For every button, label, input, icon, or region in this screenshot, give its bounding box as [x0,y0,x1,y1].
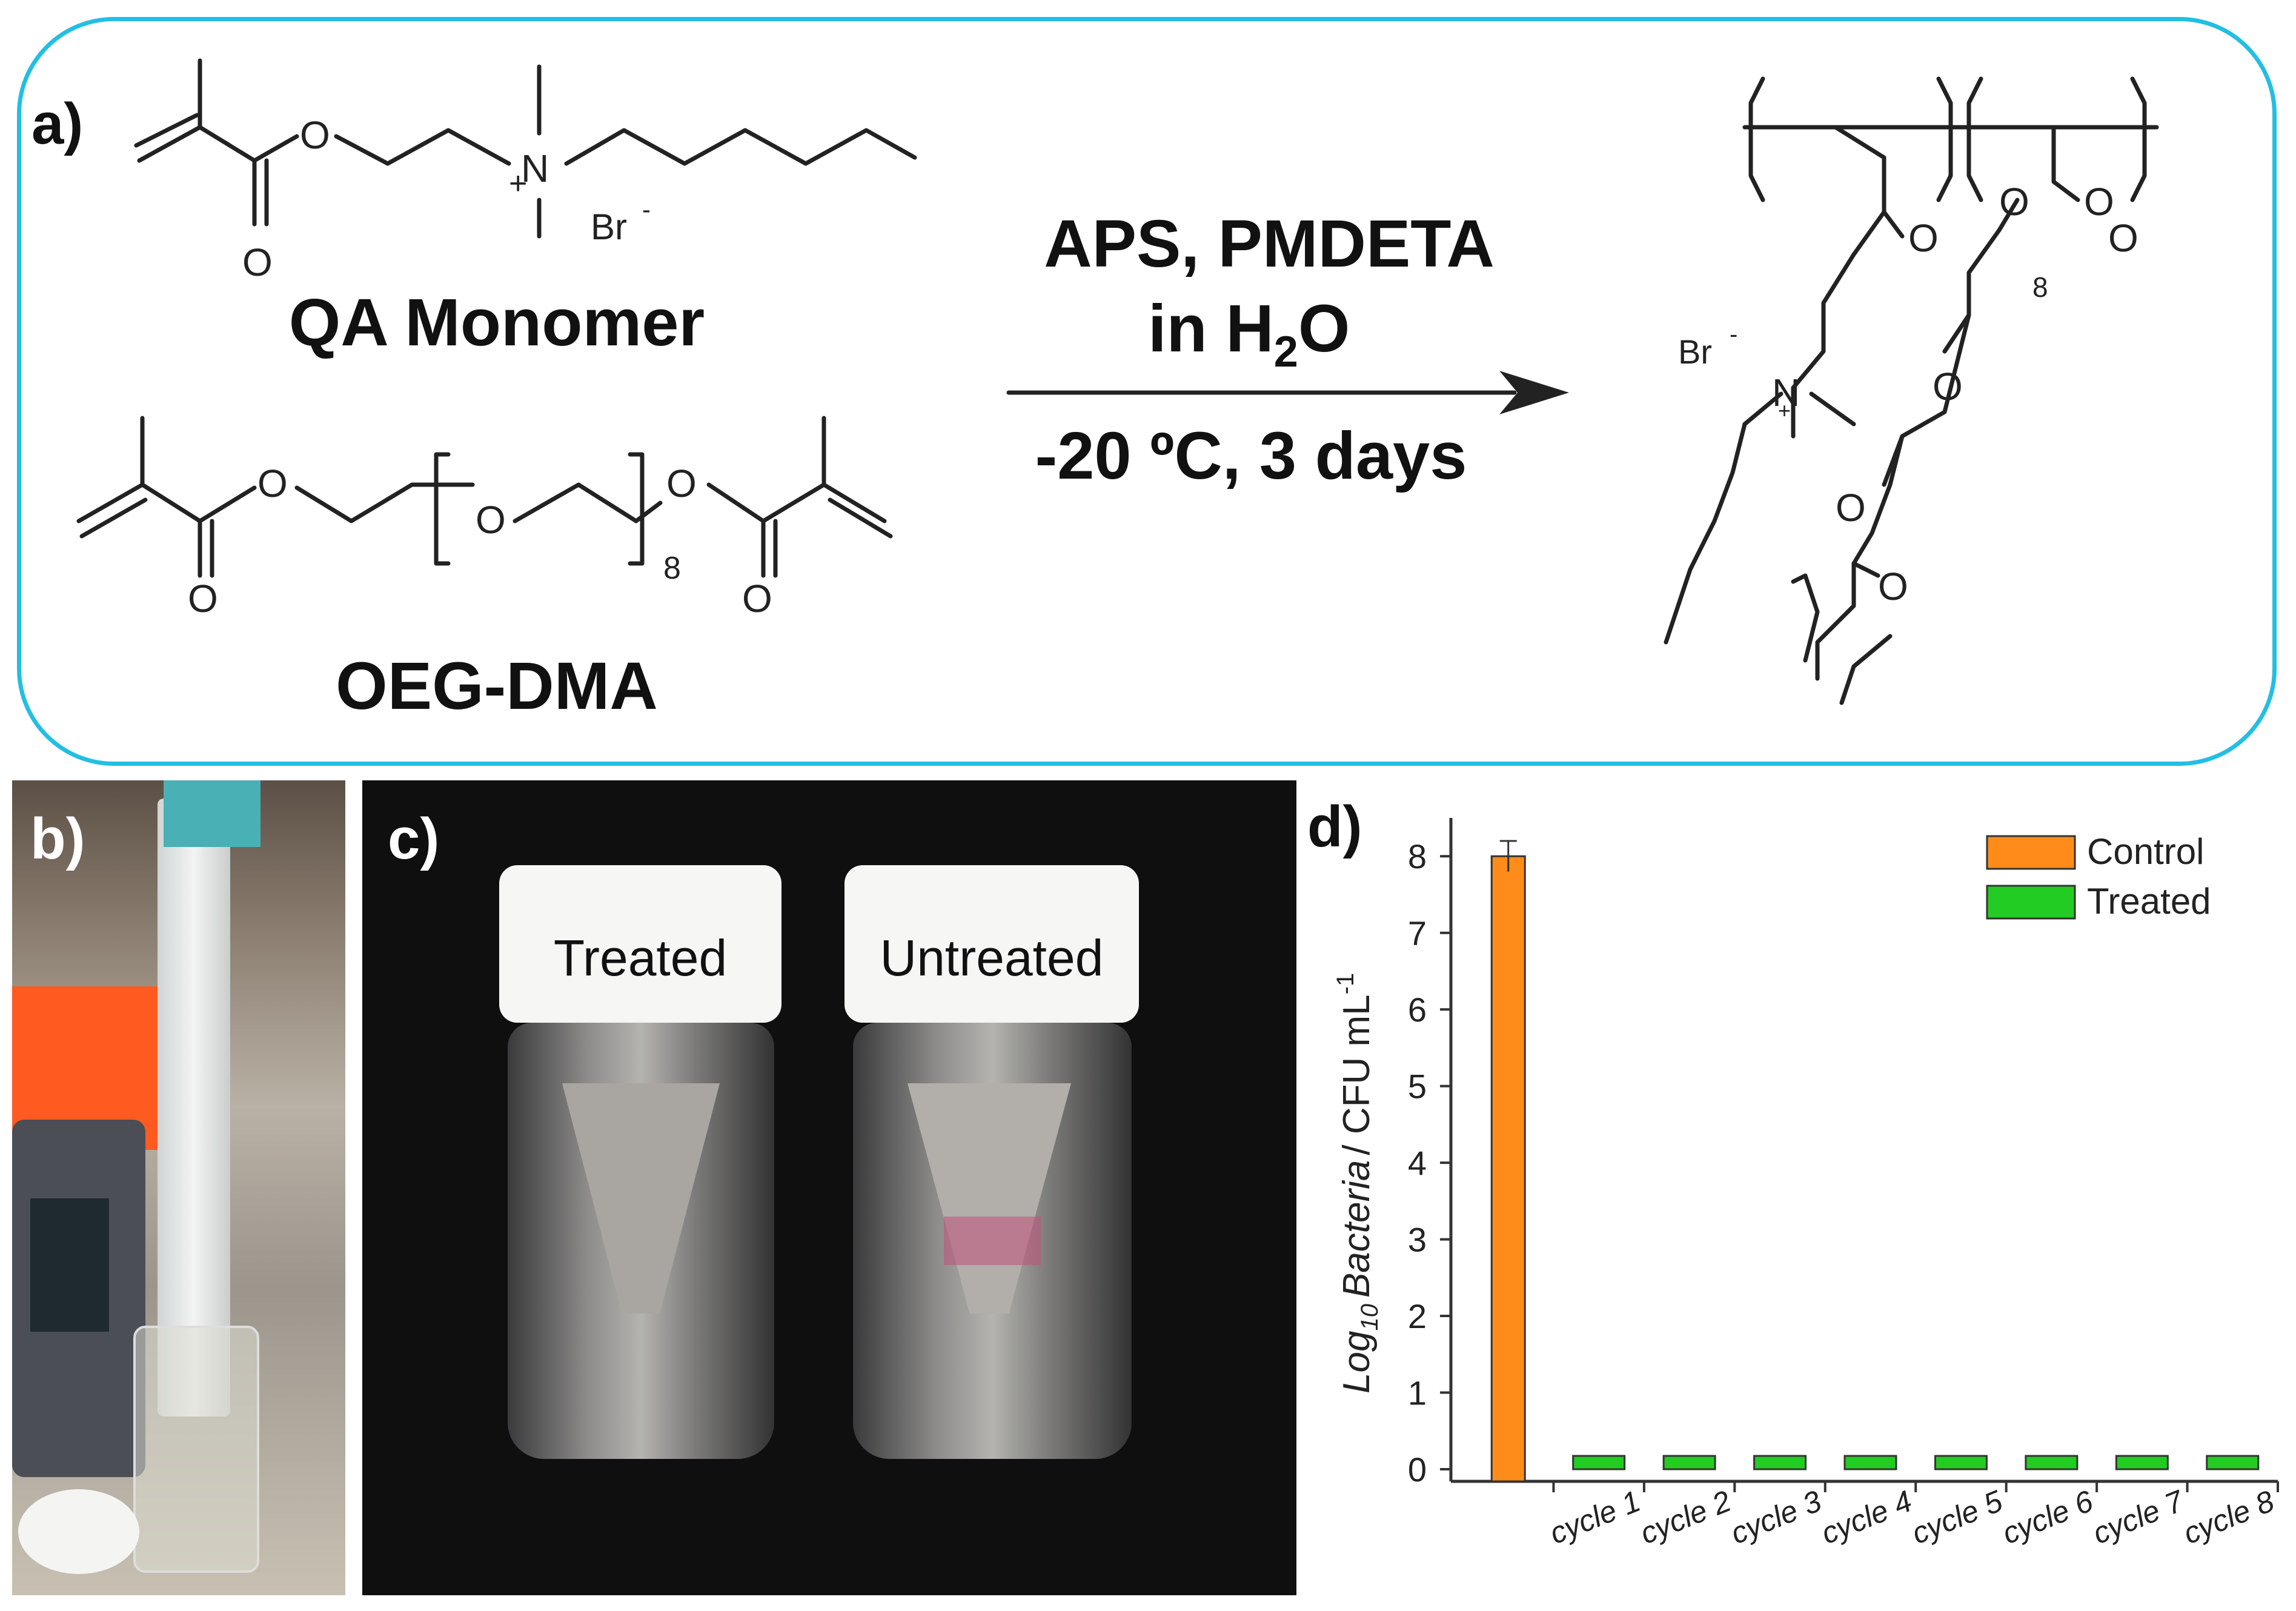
atom-o: O [1836,486,1866,530]
vial-label-treated: Treated [553,929,728,986]
reaction-solvent: in H2O [1148,291,1350,376]
y-tick-label: 1 [1408,1374,1427,1412]
panel-b-label: b) [30,806,85,871]
bar-treated [1843,1455,1897,1470]
cap-untreated [844,865,1139,1023]
legend-swatch-control [1986,835,2076,870]
qa-monomer-skeleton [137,125,257,227]
photo-setup [12,780,345,1595]
product-repeat-count: 8 [2032,271,2048,303]
y-tick-label: 4 [1408,1144,1427,1182]
product-counter-ion: Br [1678,333,1712,371]
product-counter-ion-charge: - [1730,321,1737,348]
x-tick-label: cycle 1 [1545,1484,1645,1550]
atom-n: N [521,147,549,190]
x-tick-label: cycle 4 [1816,1484,1916,1550]
product-plus-sign: + [1778,398,1791,423]
atom-o: O [666,462,697,505]
y-tick-label: 6 [1408,991,1427,1029]
bar-treated [2115,1455,2169,1470]
panel-d-label: d) [1307,794,1362,859]
qa-double-bond [134,113,199,148]
reaction-scheme-drawing: O O N O O O O O O O O O O O O N + + 8 8 … [76,58,2159,723]
atom-o: O [2084,180,2114,224]
vial-label-untreated: Untreated [880,929,1104,986]
y-tick-label: 5 [1408,1068,1427,1106]
x-tick-label: cycle 6 [1997,1484,2097,1550]
legend-label-control: Control [2087,831,2204,872]
x-tick-label: cycle 2 [1636,1484,1736,1550]
bar-treated [1753,1455,1807,1470]
qa-plus-sign: + [509,166,527,201]
atom-o: O [2108,216,2138,260]
x-tick-label: cycle 3 [1726,1484,1826,1550]
bar-group [1490,840,2260,1483]
syringe [158,799,230,1417]
vial-cap [18,1489,139,1574]
y-tick-group: 0 1 2 3 4 5 6 7 8 [1408,837,1451,1489]
bar-treated [2206,1455,2260,1470]
panel-a-label: a) [32,91,84,156]
atom-o: O [257,462,288,505]
x-tick-label: cycle 5 [1907,1484,2007,1550]
photo-vials: Treated Untreated [362,780,1296,1595]
atom-o: O [1999,180,2029,224]
atom-o-carbonyl: O [242,241,273,284]
bar-treated [1934,1455,1988,1470]
pink-residue [944,1217,1041,1265]
instrument-display [30,1198,109,1332]
oeg-dma-skeleton [76,482,202,578]
y-tick-label: 7 [1408,914,1427,952]
bar-treated [1662,1455,1716,1470]
qa-counter-ion: Br [591,207,627,247]
oeg-repeat-count: 8 [663,551,681,586]
y-tick-label: 3 [1408,1221,1427,1259]
atom-o: O [1908,216,1939,260]
oeg-dma-name: OEG-DMA [336,649,658,723]
bar-treated [2025,1455,2079,1470]
atom-o: O [742,577,772,620]
reaction-conditions: -20 ºC, 3 days [1035,419,1467,493]
atom-o: O [188,577,218,620]
qa-counter-ion-charge: - [642,195,651,224]
atom-labels: O O N O O O O O O O O O O O O N [188,113,2138,620]
glove [164,780,260,847]
panel-c-label: c) [388,806,440,871]
atom-o: O [1878,565,1908,608]
legend-label-treated: Treated [2087,881,2211,922]
bar-treated [1572,1455,1626,1470]
y-tick-label: 0 [1408,1450,1427,1489]
atom-o: O [1933,365,1963,408]
chart-legend: Control Treated [1986,831,2211,922]
y-tick-label: 2 [1408,1297,1427,1335]
x-tick-label: cycle 8 [2178,1484,2278,1550]
bar-control [1490,855,1526,1483]
atom-o: O [476,498,506,542]
y-tick-label: 8 [1408,837,1427,875]
legend-swatch-treated [1986,885,2076,920]
atom-o-ester: O [300,113,330,157]
qa-monomer-name: QA Monomer [289,285,705,360]
reaction-reagents: APS, PMDETA [1044,207,1495,281]
cap-treated [499,865,781,1023]
glass-vial [133,1326,259,1573]
x-tick-label: cycle 7 [2088,1483,2189,1550]
y-axis-label: Log10Bacteria/ CFU mL-1 [1332,973,1383,1393]
atom-n: N [1772,371,1800,414]
